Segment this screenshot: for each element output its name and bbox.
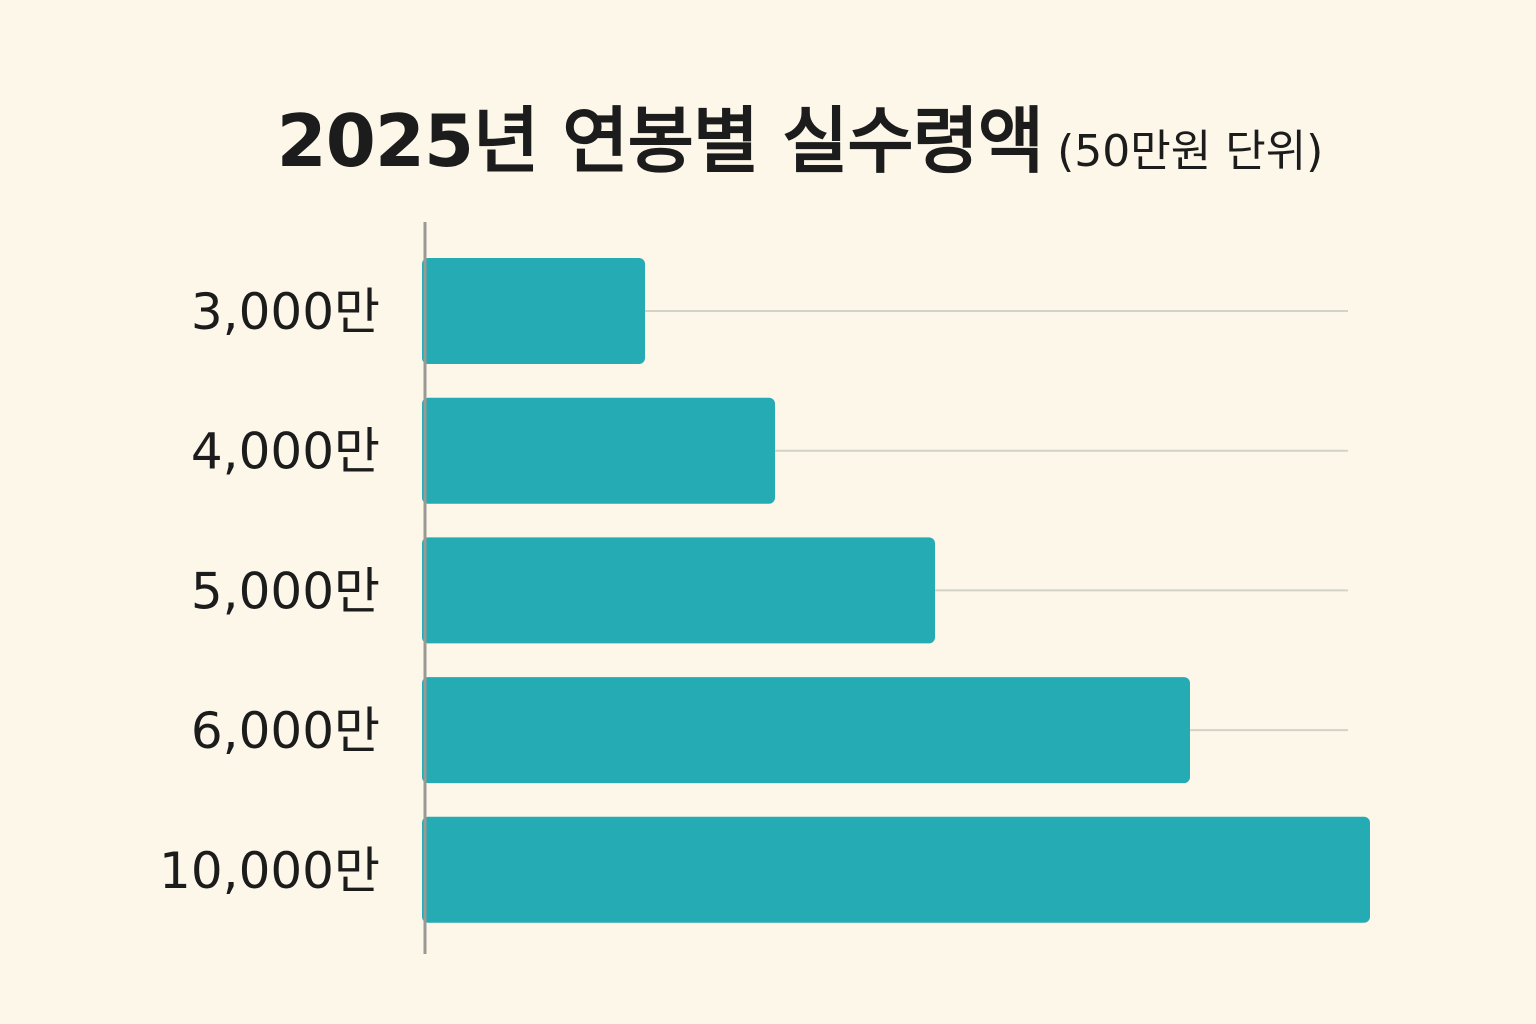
bar-2	[422, 397, 775, 504]
bar-3	[422, 537, 935, 644]
category-label: 3,000만	[191, 283, 380, 341]
chart-title: 2025년 연봉별 실수령액 (50만원 단위)	[0, 82, 1536, 187]
bar-5	[422, 816, 1370, 923]
chart-title-main: 2025년 연봉별 실수령액	[276, 99, 1044, 183]
category-label: 4,000만	[191, 423, 380, 481]
bar-1	[422, 258, 645, 364]
bar-4	[422, 677, 1190, 784]
category-label: 5,000만	[191, 562, 380, 620]
chart-subtitle: (50만원 단위)	[1057, 126, 1324, 177]
category-label: 6,000만	[191, 702, 380, 760]
category-label: 10,000만	[159, 842, 380, 900]
